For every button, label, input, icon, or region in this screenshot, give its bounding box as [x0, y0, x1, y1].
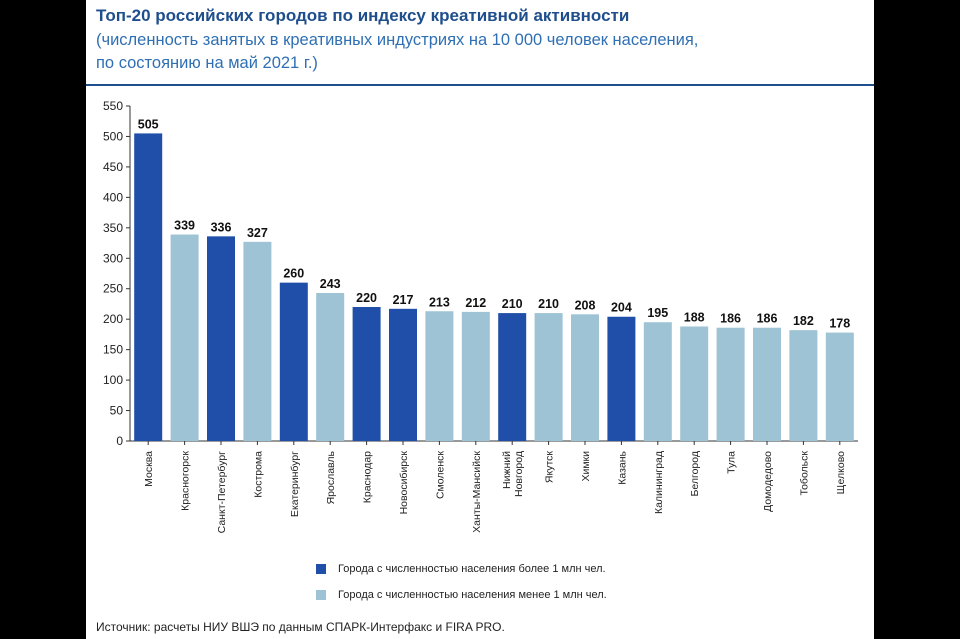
bar-value-label: 212 — [465, 296, 486, 310]
subtitle-line-2: по состоянию на май 2021 г.) — [96, 54, 318, 72]
chart-title: Топ-20 российских городов по индексу кре… — [96, 6, 630, 25]
y-tick-label: 200 — [103, 312, 123, 326]
legend-label-small: Города с численностью населения менее 1 … — [338, 589, 607, 601]
bar-value-label: 217 — [393, 293, 414, 307]
bar-value-label: 186 — [757, 312, 778, 326]
x-tick-label: Красногорск — [180, 451, 192, 511]
bar-value-label: 339 — [174, 219, 195, 233]
x-tick-label: Краснодар — [362, 451, 374, 503]
infographic-frame: Топ-20 российских городов по индексу кре… — [86, 0, 874, 639]
bar — [716, 327, 745, 441]
x-tick-label: Санкт-Петербург — [216, 451, 228, 534]
y-tick-label: 0 — [116, 434, 123, 448]
legend-swatch-large — [316, 564, 326, 574]
y-tick-label: 400 — [103, 190, 123, 204]
y-tick-label: 550 — [103, 99, 123, 113]
x-tick-label: Ханты-Мансийск — [471, 451, 483, 533]
header-divider — [86, 84, 874, 86]
x-tick-label: Тула — [726, 451, 738, 474]
source-note: Источник: расчеты НИУ ВШЭ по данным СПАР… — [96, 620, 505, 634]
bar-value-label: 188 — [684, 310, 705, 324]
bar-value-label: 260 — [283, 267, 304, 281]
bar-value-label: 182 — [793, 314, 814, 328]
bar-value-label: 336 — [211, 220, 232, 234]
bar — [789, 330, 818, 441]
bar — [680, 326, 709, 441]
y-tick-label: 350 — [103, 221, 123, 235]
bar — [571, 314, 599, 441]
legend-item-small: Города с численностью населения менее 1 … — [316, 582, 607, 608]
legend-swatch-small — [316, 590, 326, 600]
bar-value-label: 178 — [829, 317, 850, 331]
x-tick-label: Казань — [616, 450, 628, 484]
bar — [134, 133, 163, 441]
bar-value-label: 195 — [647, 306, 668, 320]
bar — [643, 322, 672, 441]
bar-value-label: 327 — [247, 226, 268, 240]
bar — [753, 327, 781, 441]
bar-value-label: 186 — [720, 312, 741, 326]
bar — [207, 236, 235, 441]
bar — [243, 241, 272, 441]
x-tick-label: Новосибирск — [398, 451, 410, 515]
x-tick-label: Кострома — [252, 451, 264, 498]
bar — [534, 313, 563, 441]
bar-value-label: 213 — [429, 295, 450, 309]
y-tick-label: 450 — [103, 160, 123, 174]
y-tick-label: 100 — [103, 373, 123, 387]
y-tick-label: 300 — [103, 251, 123, 265]
bar-value-label: 208 — [575, 298, 596, 312]
legend-item-large: Города с численностью населения более 1 … — [316, 556, 607, 582]
x-tick-label: Белгород — [689, 451, 701, 497]
x-tick-label: Домодедово — [762, 451, 774, 512]
bar — [825, 332, 854, 441]
bar — [389, 308, 417, 441]
bar — [498, 313, 527, 441]
x-tick-label: Москва — [143, 451, 155, 487]
bar — [461, 311, 490, 441]
x-tick-label: Якутск — [544, 451, 556, 483]
bar-value-label: 210 — [502, 297, 523, 311]
bar-value-label: 243 — [320, 277, 341, 291]
y-tick-label: 500 — [103, 129, 123, 143]
bar — [170, 234, 199, 441]
bar-value-label: 210 — [538, 297, 559, 311]
bar — [316, 292, 345, 441]
y-tick-label: 250 — [103, 282, 123, 296]
bar-value-label: 204 — [611, 301, 632, 315]
bar-value-label: 220 — [356, 291, 377, 305]
legend-label-large: Города с численностью населения более 1 … — [338, 563, 606, 575]
y-tick-label: 50 — [110, 404, 124, 418]
bar — [607, 316, 636, 441]
x-tick-label: Химки — [580, 451, 592, 482]
x-tick-label: Ярославль — [325, 450, 337, 504]
x-tick-label: НижнийНовгород — [501, 451, 525, 497]
chart-legend: Города с численностью населения более 1 … — [316, 556, 607, 608]
subtitle-line-1: (численность занятых в креативных индуст… — [96, 31, 699, 49]
x-tick-label: Екатеринбург — [289, 451, 301, 517]
x-tick-label: Щелково — [835, 451, 847, 494]
x-tick-label: Калининград — [653, 451, 665, 514]
bar — [425, 311, 454, 441]
bar — [279, 282, 308, 441]
bar-value-label: 505 — [138, 117, 159, 131]
x-tick-label: Смоленск — [434, 451, 446, 499]
bar-chart: 0 50 100 150 200 250 300 350 400 450 500 550 505 Моск… — [103, 99, 858, 534]
chart-subtitle: (численность занятых в креативных индуст… — [96, 29, 866, 75]
y-tick-label: 150 — [103, 343, 123, 357]
x-tick-label: Тобольск — [798, 451, 810, 496]
bar — [352, 307, 381, 441]
